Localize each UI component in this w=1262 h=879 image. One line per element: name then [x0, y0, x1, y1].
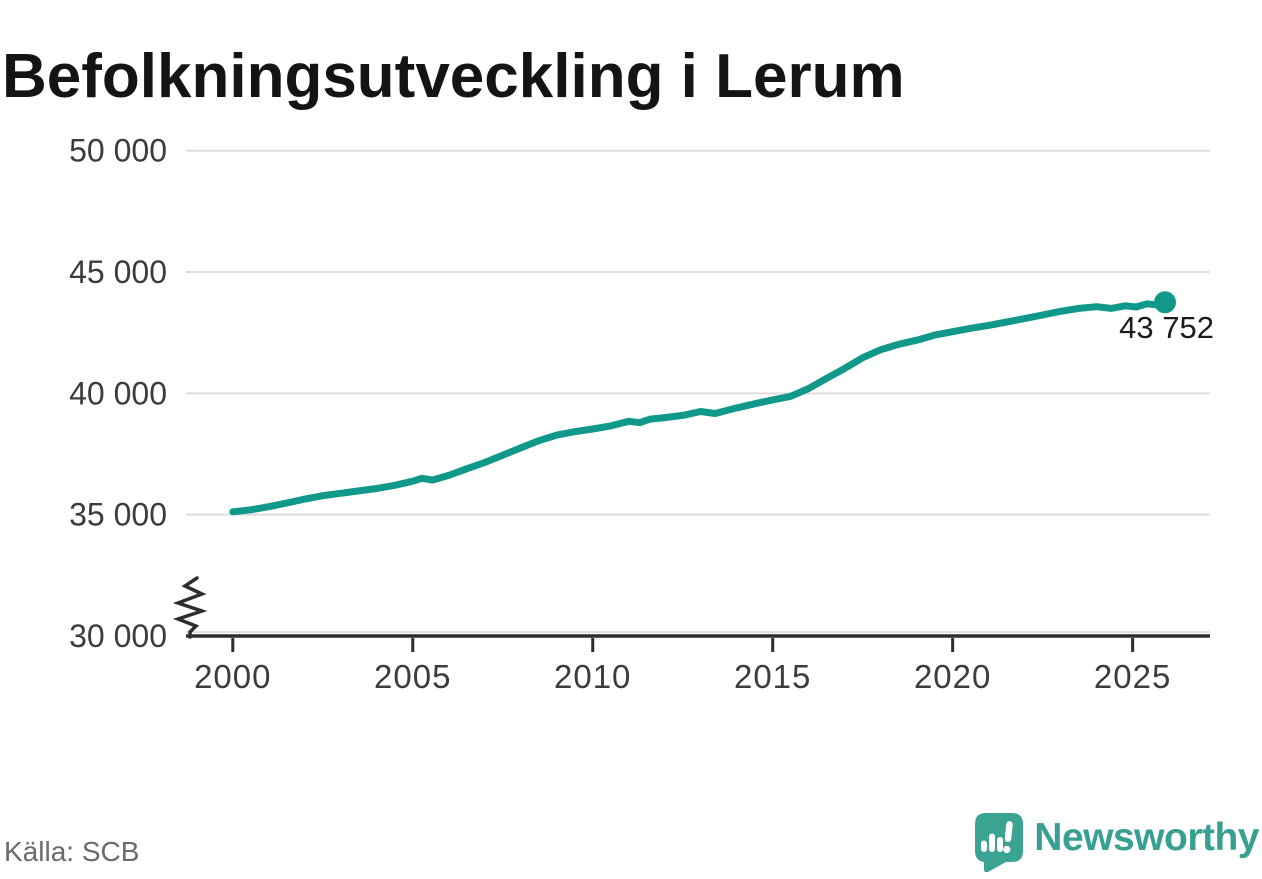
population-series: [229, 291, 1177, 516]
y-tick-label: 50 000: [69, 133, 167, 169]
y-tick-label: 35 000: [69, 497, 167, 533]
x-tick-label: 2015: [734, 658, 811, 695]
x-tick-label: 2005: [374, 658, 451, 695]
x-tick-label: 2000: [194, 658, 271, 695]
x-tick-label: 2025: [1094, 658, 1171, 695]
end-value-label: 43 752: [1119, 310, 1214, 345]
bar-chart-bar-1: [981, 840, 988, 852]
y-tick-label: 30 000: [69, 618, 167, 654]
newsworthy-logo: Newsworthy: [964, 810, 1259, 872]
axis-break-icon: [172, 576, 208, 639]
end-point-dot: [1154, 291, 1177, 314]
population-line: [229, 298, 1169, 516]
exclamation-icon: [1003, 821, 1014, 854]
x-axis: [186, 634, 1210, 652]
source-note: Källa: SCB: [4, 836, 140, 867]
x-tick-label: 2020: [914, 658, 991, 695]
y-tick-label: 45 000: [69, 254, 167, 290]
bar-chart-bar-3: [997, 837, 1004, 852]
gridlines: [186, 149, 1210, 633]
brand-name: Newsworthy: [1034, 816, 1259, 859]
chart-title: Befolkningsutveckling i Lerum: [2, 41, 905, 111]
bar-chart-bar-2: [989, 833, 996, 852]
newsworthy-bubble-icon: [975, 813, 1024, 872]
y-tick-label: 40 000: [69, 375, 167, 411]
x-tick-label: 2010: [554, 658, 631, 695]
axis-labels: 30 000 35 000 40 000 45 000 50 000 2000 2005 20…: [69, 133, 1171, 695]
